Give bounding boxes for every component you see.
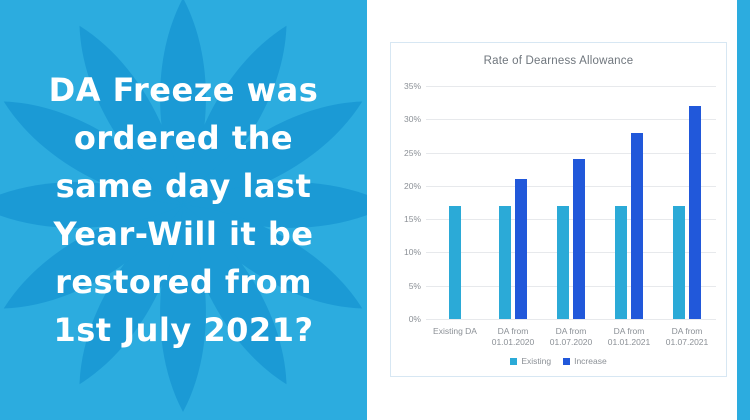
- flower-petal: [183, 25, 287, 205]
- gridline: [426, 219, 716, 221]
- plot-area: [426, 86, 716, 320]
- y-axis-tick-label: 30%: [403, 114, 421, 125]
- headline-line-1: DA Freeze was: [48, 71, 319, 109]
- y-axis-tick-label: 25%: [403, 147, 421, 158]
- flower-starburst-graphic: [0, 0, 367, 412]
- legend-item-existing: Existing: [510, 356, 551, 366]
- headline-line-5: restored from: [55, 263, 312, 301]
- y-axis-tick-label: 20%: [403, 180, 421, 191]
- gridline: [426, 319, 716, 320]
- chart-title: Rate of Dearness Allowance: [483, 55, 634, 67]
- gridline: [426, 285, 716, 287]
- x-category-label: DA from 01.01.2021: [607, 326, 651, 347]
- headline-line-3: same day last: [55, 167, 312, 205]
- headline: DA Freeze was ordered the same day last …: [0, 0, 367, 420]
- bar-increase: [689, 105, 701, 319]
- chart-legend: Existing Increase: [391, 356, 726, 366]
- y-axis-tick-label: 0%: [408, 314, 421, 324]
- legend-label: Existing: [521, 356, 552, 366]
- y-axis-tick-label: 10%: [403, 247, 421, 258]
- flower-petal: [79, 205, 183, 385]
- gridline: [426, 119, 716, 121]
- x-category-label: DA from 01.01.2020: [491, 326, 535, 347]
- chart-panel: Rate of Dearness Allowance Existing DA DA…: [367, 0, 737, 420]
- flower-petal: [3, 101, 183, 205]
- x-category-label: DA from 01.07.2020: [549, 326, 593, 347]
- bar-increase: [515, 179, 527, 319]
- bar-increase: [631, 132, 643, 319]
- flower-petal: [183, 205, 287, 385]
- legend-label: Increase: [574, 356, 607, 366]
- bar-existing: [499, 205, 511, 319]
- y-axis-tick-label: 15%: [403, 214, 421, 225]
- bar-increase: [573, 159, 585, 319]
- promo-panel: DA Freeze was ordered the same day last …: [0, 0, 367, 420]
- x-category-label: DA from 01.07.2021: [665, 326, 709, 347]
- y-axis-tick-label: 35%: [403, 81, 421, 91]
- gridline: [426, 86, 716, 87]
- legend-item-increase: Increase: [563, 356, 607, 366]
- chart-card: Rate of Dearness Allowance Existing DA DA…: [390, 42, 727, 377]
- headline-line-2: ordered the: [73, 119, 294, 157]
- y-axis-tick-label: 5%: [408, 280, 421, 291]
- gridline: [426, 152, 716, 154]
- legend-swatch-icon: [563, 357, 571, 365]
- flower-petal: [3, 205, 183, 309]
- flower-petal: [183, 101, 363, 205]
- bar-existing: [449, 205, 461, 319]
- flower-petal: [183, 205, 363, 309]
- gridline: [426, 252, 716, 254]
- headline-line-6: 1st July 2021?: [53, 311, 314, 349]
- x-axis-labels: Existing DA DA from 01.01.2020 DA from 01.…: [426, 326, 716, 352]
- x-category-label: Existing DA: [433, 326, 477, 336]
- gridline: [426, 185, 716, 187]
- bar-existing: [557, 205, 569, 319]
- bar-existing: [673, 205, 685, 319]
- headline-line-4: Year-Will it be: [53, 215, 314, 253]
- legend-swatch-icon: [510, 357, 518, 365]
- bar-existing: [615, 205, 627, 319]
- flower-petal: [79, 25, 183, 205]
